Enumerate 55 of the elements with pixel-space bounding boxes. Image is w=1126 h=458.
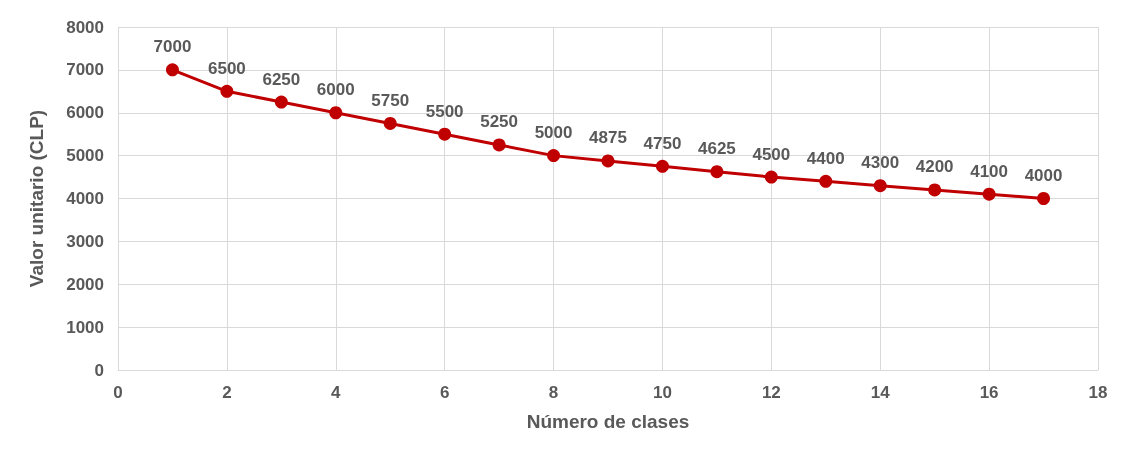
data-label: 5000 [534,123,573,143]
data-label: 4750 [643,133,682,153]
data-label: 4625 [697,139,736,159]
point [165,63,179,77]
data-label: 6500 [207,58,246,78]
point [329,106,343,120]
data-label: 6000 [316,80,355,100]
y-tick-label: 2000 [66,274,104,294]
point [982,187,996,201]
point [819,174,833,188]
point [655,159,669,173]
point [873,179,887,193]
y-tick-label: 8000 [66,17,104,37]
y-tick-label: 6000 [66,103,104,123]
data-label: 4400 [806,148,845,168]
point [710,165,724,179]
x-tick-label: 8 [548,383,559,402]
x-axis-title: Número de clases [526,411,690,432]
point [438,127,452,141]
data-label: 6250 [262,69,301,89]
data-label: 4000 [1024,166,1063,185]
data-label: 5750 [371,90,410,110]
y-tick-label: 1000 [66,317,104,337]
x-tick-label: 10 [652,383,672,402]
point [383,116,397,130]
x-tick-label: 4 [331,383,342,402]
y-tick-label: 0 [94,360,104,380]
y-tick-label: 3000 [66,231,104,251]
x-tick-label: 0 [113,383,123,402]
x-tick-label: 12 [761,383,781,402]
y-tick-label: 5000 [66,146,104,166]
point [220,84,234,98]
point [492,138,506,152]
x-tick-label: 18 [1088,383,1108,402]
x-tick-label: 6 [439,383,450,402]
data-label: 7000 [153,37,192,57]
x-tick-label: 16 [979,383,999,402]
point [547,149,561,163]
point [764,170,778,184]
x-tick-label: 2 [222,383,232,402]
data-label: 4300 [861,153,900,173]
data-label: 4875 [589,128,627,148]
point [1037,192,1051,205]
data-label: 5500 [425,101,464,121]
data-label: 5250 [480,112,519,132]
data-label: 4200 [915,157,954,177]
y-axis-title: Valor unitario (CLP) [26,109,47,288]
data-label: 4500 [752,144,791,164]
point [601,154,615,168]
point [274,95,288,109]
y-tick-label: 7000 [66,60,104,80]
point [928,183,942,197]
data-label: 4100 [970,161,1009,181]
y-tick-label: 4000 [66,189,104,208]
x-tick-label: 14 [870,383,891,402]
